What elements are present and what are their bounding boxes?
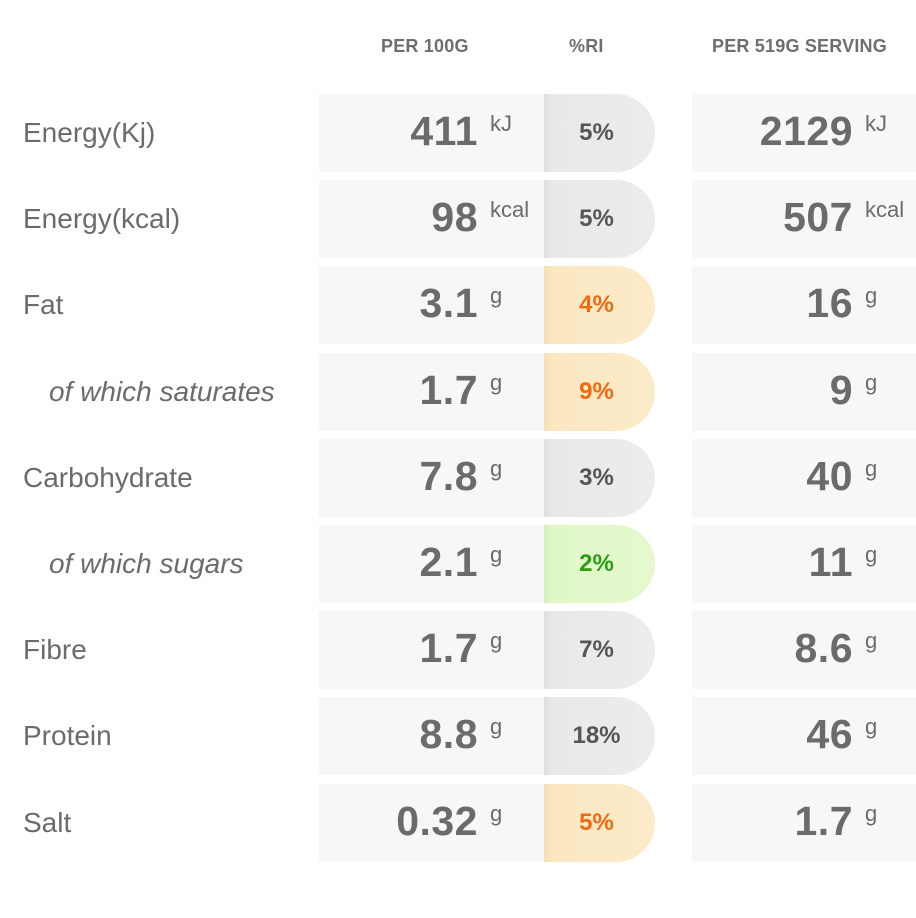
per-100g-cell: 98 kcal (319, 180, 544, 258)
per-100g-value: 2.1 (419, 539, 478, 585)
ri-badge: 4% (544, 266, 655, 344)
nutrient-row: Carbohydrate 7.8 g 3% 40 g (0, 439, 916, 517)
per-serving-value: 46 (806, 711, 853, 757)
nutrient-row: Fat 3.1 g 4% 16 g (0, 266, 916, 344)
per-serving-cell: 507 kcal (692, 180, 916, 258)
nutrient-label: Energy(kcal) (23, 203, 181, 234)
per-100g-value: 0.32 (396, 798, 478, 844)
per-100g-unit: kJ (490, 111, 512, 136)
ri-badge: 2% (544, 525, 655, 603)
per-100g-value: 1.7 (419, 367, 478, 413)
per-100g-unit: g (490, 714, 503, 739)
per-serving-unit: g (865, 628, 878, 653)
per-100g-value: 98 (431, 194, 478, 240)
ri-badge: 9% (544, 353, 655, 431)
nutrient-label: of which saturates (49, 376, 275, 407)
per-100g-cell: 411 kJ (319, 94, 544, 172)
nutrient-label: Salt (23, 807, 72, 838)
per-serving-unit: g (865, 801, 878, 826)
per-100g-value: 8.8 (419, 711, 478, 757)
per-serving-unit: g (865, 542, 878, 567)
per-serving-value: 9 (829, 367, 853, 413)
nutrient-row: Salt 0.32 g 5% 1.7 g (0, 784, 916, 862)
ri-badge: 18% (544, 697, 655, 775)
nutrient-row: Energy(kcal) 98 kcal 5% 507 kcal (0, 180, 916, 258)
nutrient-label: of which sugars (49, 548, 244, 579)
per-100g-unit: kcal (490, 197, 530, 222)
per-100g-cell: 1.7 g (319, 611, 544, 689)
per-100g-unit: g (490, 628, 503, 653)
per-100g-value: 3.1 (419, 280, 478, 326)
per-serving-value: 40 (806, 453, 853, 499)
per-serving-unit: kcal (865, 197, 905, 222)
per-serving-unit: g (865, 456, 878, 481)
per-serving-unit: g (865, 370, 878, 395)
header-per-serving: PER 519G SERVING (712, 36, 887, 56)
ri-badge: 5% (544, 180, 655, 258)
header-ri: %RI (569, 36, 604, 56)
per-100g-value: 411 (410, 108, 478, 154)
per-serving-cell: 46 g (692, 697, 916, 775)
nutrient-label: Carbohydrate (23, 462, 193, 493)
per-serving-cell: 40 g (692, 439, 916, 517)
per-100g-cell: 2.1 g (319, 525, 544, 603)
nutrient-row: Protein 8.8 g 18% 46 g (0, 697, 916, 775)
per-100g-value: 7.8 (419, 453, 478, 499)
per-serving-cell: 8.6 g (692, 611, 916, 689)
nutrient-label: Fibre (23, 634, 87, 665)
per-100g-unit: g (490, 283, 503, 308)
per-serving-unit: g (865, 283, 878, 308)
per-serving-cell: 2129 kJ (692, 94, 916, 172)
per-100g-cell: 1.7 g (319, 353, 544, 431)
ri-badge: 7% (544, 611, 655, 689)
per-100g-cell: 7.8 g (319, 439, 544, 517)
ri-badge: 3% (544, 439, 655, 517)
per-100g-value: 1.7 (419, 625, 478, 671)
per-serving-value: 11 (808, 539, 853, 585)
nutrient-label: Protein (23, 720, 112, 751)
ri-badge: 5% (544, 94, 655, 172)
per-serving-cell: 1.7 g (692, 784, 916, 862)
per-100g-cell: 8.8 g (319, 697, 544, 775)
ri-badge: 5% (544, 784, 655, 862)
nutrient-row: Fibre 1.7 g 7% 8.6 g (0, 611, 916, 689)
per-serving-value: 16 (806, 280, 853, 326)
per-serving-unit: g (865, 714, 878, 739)
per-100g-unit: g (490, 456, 503, 481)
header-per-100g: PER 100G (381, 36, 469, 56)
nutrient-label: Fat (23, 289, 64, 320)
per-100g-unit: g (490, 542, 503, 567)
nutrient-label: Energy(Kj) (23, 117, 156, 148)
per-100g-unit: g (490, 801, 503, 826)
per-serving-value: 1.7 (794, 798, 853, 844)
per-serving-unit: kJ (865, 111, 887, 136)
per-100g-unit: g (490, 370, 503, 395)
per-serving-cell: 11 g (692, 525, 916, 603)
per-serving-cell: 16 g (692, 266, 916, 344)
per-100g-cell: 0.32 g (319, 784, 544, 862)
per-serving-value: 8.6 (794, 625, 853, 671)
nutrient-row: of which sugars 2.1 g 2% 11 g (0, 525, 916, 603)
per-serving-value: 2129 (759, 108, 853, 154)
per-100g-cell: 3.1 g (319, 266, 544, 344)
per-serving-value: 507 (783, 194, 853, 240)
nutrient-row: of which saturates 1.7 g 9% 9 g (0, 353, 916, 431)
nutrient-row: Energy(Kj) 411 kJ 5% 2129 kJ (0, 94, 916, 172)
